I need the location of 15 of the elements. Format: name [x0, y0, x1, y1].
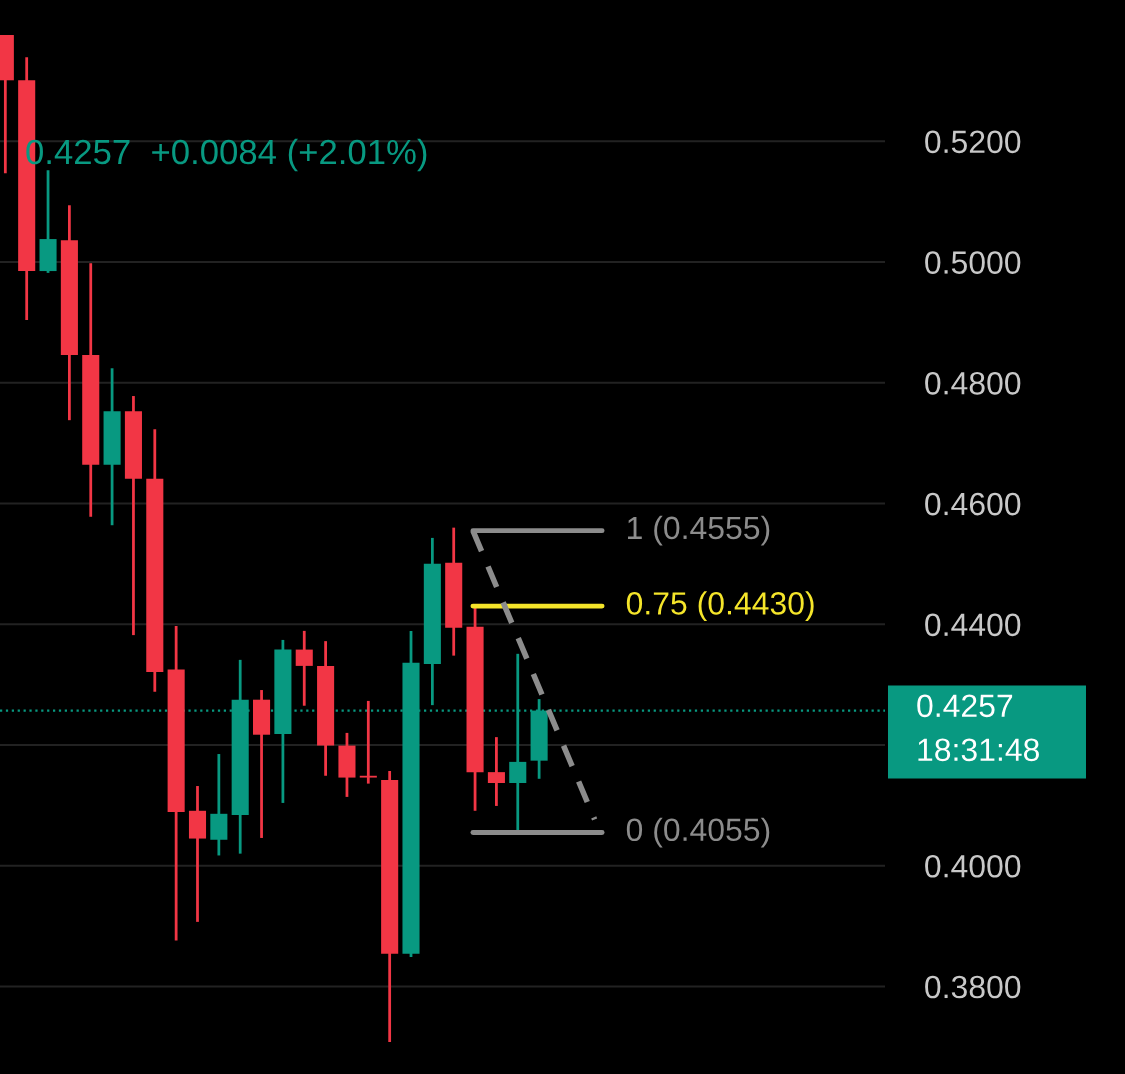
ref-line-label: 0.4257: [917, 694, 1013, 718]
text: 18:31:48: [918, 738, 1039, 762]
candlestick: [487, 735, 505, 808]
text: 0.4600: [925, 492, 1021, 516]
text: 0.4000: [925, 854, 1021, 878]
candlestick: [295, 629, 313, 708]
text: 0.4800: [925, 372, 1021, 395]
ref-line-label: 1 (0.4555): [628, 515, 770, 546]
ref-line-label: 0.75 (0.4430): [626, 591, 814, 621]
text: 0.5000: [925, 251, 1021, 274]
text: 0.3800: [925, 975, 1021, 999]
text: 0.5200: [925, 130, 1021, 154]
ref-line-label: 0 (0.4055): [626, 817, 770, 848]
candlestick: [359, 699, 377, 786]
text: 0.4400: [925, 613, 1021, 637]
